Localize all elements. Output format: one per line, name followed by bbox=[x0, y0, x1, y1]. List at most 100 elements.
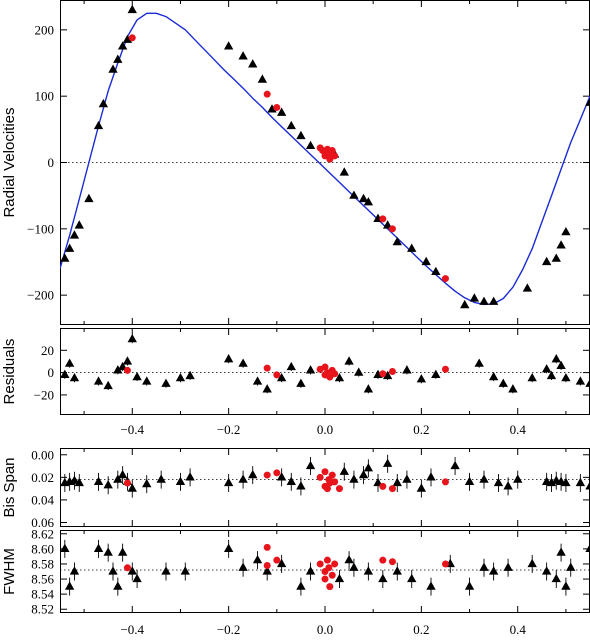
y-axis-label: Residuals bbox=[1, 339, 18, 405]
black-triangle-point bbox=[74, 477, 84, 487]
black-triangle-point bbox=[286, 361, 296, 371]
black-triangle-point bbox=[93, 476, 104, 485]
black-triangle-point bbox=[416, 374, 427, 383]
black-triangle-point bbox=[460, 299, 470, 309]
y-tick-label: 0.04 bbox=[31, 492, 54, 507]
black-triangle-point bbox=[479, 474, 489, 483]
red-circle-point bbox=[321, 468, 329, 476]
black-triangle-point bbox=[508, 384, 518, 393]
black-triangle-point bbox=[257, 74, 268, 83]
black-triangle-point bbox=[180, 566, 190, 575]
red-circle-point bbox=[263, 90, 271, 98]
red-circle-point bbox=[331, 370, 339, 378]
black-triangle-point bbox=[334, 372, 345, 382]
red-circle-point bbox=[379, 556, 387, 564]
red-circle-point bbox=[331, 560, 339, 568]
red-circle-point bbox=[379, 370, 387, 378]
black-triangle-point bbox=[60, 543, 70, 552]
red-circle-point bbox=[441, 478, 449, 486]
panel-radial-velocities: −200 −100 0 100 200 Radial Velocities bbox=[1, 0, 590, 325]
black-triangle-point bbox=[185, 472, 195, 481]
black-triangle-point bbox=[175, 372, 186, 382]
black-triangle-point bbox=[127, 566, 137, 575]
red-circle-point bbox=[263, 471, 271, 479]
black-triangle-point bbox=[276, 472, 287, 481]
black-triangle-point bbox=[84, 193, 94, 203]
black-triangle-point bbox=[267, 104, 277, 113]
black-triangle-point bbox=[561, 226, 571, 236]
black-triangle-point bbox=[556, 547, 566, 556]
panel-bisector-span: 0.00 0.02 0.04 0.06 Bis Span bbox=[1, 447, 590, 530]
black-triangle-point bbox=[349, 190, 359, 199]
black-triangle-point bbox=[503, 562, 513, 571]
data-layer bbox=[60, 454, 590, 498]
y-tick-label: 20 bbox=[41, 343, 54, 358]
black-triangle-point bbox=[238, 358, 248, 367]
black-triangle-point bbox=[127, 4, 137, 14]
red-circle-point bbox=[123, 564, 131, 572]
black-triangle-point bbox=[354, 367, 364, 376]
black-triangle-point bbox=[64, 581, 75, 590]
red-circle-point bbox=[335, 485, 343, 493]
black-triangle-point bbox=[479, 296, 489, 305]
black-triangle-point bbox=[382, 458, 393, 467]
red-circle-point bbox=[321, 363, 329, 371]
y-axis-label: Radial Velocities bbox=[1, 107, 18, 217]
black-triangle-point bbox=[522, 283, 533, 292]
black-triangle-point bbox=[402, 474, 412, 483]
y-tick-label: −20 bbox=[34, 387, 54, 402]
red-circle-point bbox=[331, 478, 339, 486]
black-triangle-point bbox=[566, 562, 576, 571]
black-triangle-point bbox=[551, 354, 561, 363]
data-layer bbox=[60, 539, 590, 596]
black-triangle-point bbox=[108, 566, 118, 575]
black-triangle-point bbox=[546, 370, 557, 380]
black-triangle-point bbox=[108, 64, 118, 73]
red-circle-point bbox=[316, 473, 324, 481]
black-triangle-point bbox=[407, 573, 417, 583]
black-triangle-point bbox=[238, 51, 248, 60]
black-triangle-point bbox=[69, 566, 80, 575]
data-layer bbox=[60, 333, 590, 394]
black-triangle-point bbox=[479, 562, 489, 571]
red-circle-point bbox=[331, 152, 339, 160]
black-triangle-point bbox=[93, 120, 104, 130]
black-triangle-point bbox=[175, 476, 186, 485]
black-triangle-point bbox=[117, 469, 128, 479]
y-tick-label: 0 bbox=[48, 155, 55, 170]
black-triangle-point bbox=[349, 474, 359, 483]
black-triangle-point bbox=[286, 120, 296, 130]
black-triangle-point bbox=[474, 358, 484, 367]
black-triangle-point bbox=[431, 369, 441, 378]
red-circle-point bbox=[325, 564, 333, 572]
black-triangle-point bbox=[252, 376, 263, 385]
black-triangle-point bbox=[363, 197, 374, 206]
black-triangle-point bbox=[541, 566, 552, 575]
black-triangle-point bbox=[561, 477, 571, 487]
red-circle-point bbox=[388, 485, 396, 493]
black-triangle-point bbox=[238, 562, 248, 571]
black-triangle-point bbox=[252, 554, 263, 564]
black-triangle-point bbox=[223, 41, 234, 50]
panel-fwhm: −0.4 −0.2 0.0 0.2 0.4 8.528.548.568.588.608.6… bbox=[1, 526, 590, 637]
black-triangle-point bbox=[488, 371, 499, 381]
red-circle-point bbox=[321, 575, 329, 583]
red-circle-point bbox=[123, 366, 131, 374]
red-circle-point bbox=[323, 556, 331, 564]
x-tick-label: 0.0 bbox=[317, 422, 333, 437]
black-triangle-point bbox=[575, 477, 586, 487]
black-triangle-point bbox=[561, 372, 571, 382]
y-tick-label: 200 bbox=[35, 22, 55, 37]
black-triangle-point bbox=[541, 364, 552, 373]
black-triangle-point bbox=[344, 554, 354, 564]
black-triangle-point bbox=[392, 236, 402, 246]
black-triangle-point bbox=[349, 562, 359, 571]
red-circle-point bbox=[328, 571, 336, 579]
y-tick-label: 8.56 bbox=[31, 572, 54, 587]
black-triangle-point bbox=[276, 107, 287, 116]
black-triangle-point bbox=[93, 543, 104, 552]
black-triangle-point bbox=[103, 380, 113, 390]
black-triangle-point bbox=[296, 581, 306, 590]
black-triangle-point bbox=[421, 256, 431, 266]
